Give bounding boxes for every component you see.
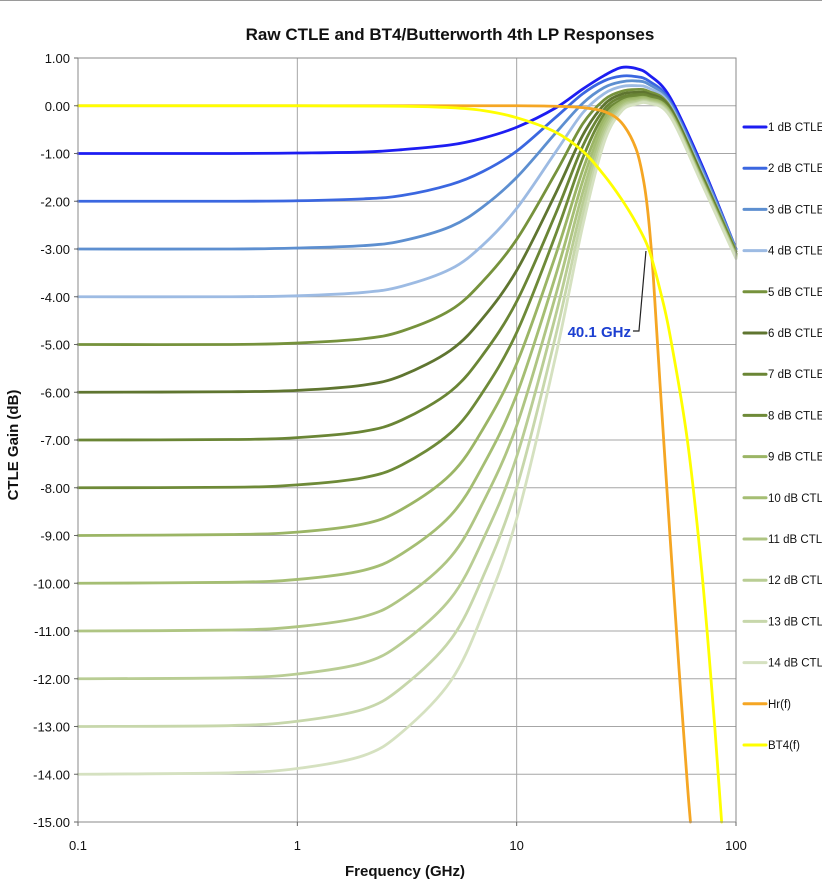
legend-label-7-db-ctle[interactable]: 7 dB CTLE bbox=[768, 369, 822, 381]
y-tick-label: -14.00 bbox=[33, 767, 70, 782]
legend-layer[interactable]: 1 dB CTLE 2 dB CTLE 3 dB CTLE 4 dB CTLE 5 dB… bbox=[742, 122, 822, 752]
y-tick-label: -11.00 bbox=[34, 624, 70, 639]
series-line-6-db-ctle bbox=[76, 90, 738, 394]
legend-label-13-db-ctle[interactable]: 13 dB CTLE bbox=[768, 616, 822, 628]
legend-label-9-db-ctle[interactable]: 9 dB CTLE bbox=[768, 452, 822, 464]
legend-label-5-db-ctle[interactable]: 5 dB CTLE bbox=[768, 287, 822, 299]
legend-label-4-db-ctle[interactable]: 4 dB CTLE bbox=[768, 246, 822, 258]
y-tick-label: -9.00 bbox=[40, 529, 70, 544]
y-tick-label: -15.00 bbox=[33, 815, 70, 830]
y-tick-label: -7.00 bbox=[40, 433, 70, 448]
legend-label-2-db-ctle[interactable]: 2 dB CTLE bbox=[768, 163, 822, 175]
y-tick-label: -8.00 bbox=[40, 481, 70, 496]
series-line-3-db-ctle bbox=[76, 79, 738, 251]
legend-label-1-db-ctle[interactable]: 1 dB CTLE bbox=[768, 122, 822, 134]
y-tick-label: -5.00 bbox=[40, 338, 70, 353]
y-tick-label: -3.00 bbox=[40, 242, 70, 257]
y-tick-label: -4.00 bbox=[40, 290, 70, 305]
annotation-layer: 40.1 GHz bbox=[568, 250, 647, 341]
axis-layer: 1.00 0.00 -1.00 -2.00 -3.00 -4.00 -5.00 -6.00 -7… bbox=[33, 51, 747, 853]
chart-title: Raw CTLE and BT4/Butterworth 4th LP Resp… bbox=[246, 25, 655, 44]
y-tick-label: -1.00 bbox=[40, 147, 70, 162]
y-tick-label: -12.00 bbox=[33, 672, 70, 687]
y-tick-label: -13.00 bbox=[33, 720, 70, 735]
y-tick-label: 1.00 bbox=[45, 51, 70, 66]
series-line-5-db-ctle bbox=[76, 87, 738, 347]
legend-label-11-db-ctle[interactable]: 11 dB CTLE bbox=[768, 534, 822, 546]
x-tick-label: 100 bbox=[725, 838, 747, 853]
y-tick-label: -10.00 bbox=[33, 576, 70, 591]
legend-label-10-db-ctle[interactable]: 10 dB CTLE bbox=[768, 493, 822, 505]
series-line-14-db-ctle bbox=[76, 101, 738, 776]
x-tick-label: 10 bbox=[509, 838, 523, 853]
frequency-annotation-label: 40.1 GHz bbox=[568, 324, 631, 341]
series-layer bbox=[76, 65, 738, 824]
chart-frame-top bbox=[0, 0, 822, 1]
y-tick-label: 0.00 bbox=[45, 99, 70, 114]
annotation-leader-line bbox=[632, 250, 647, 332]
legend-label-hr-f[interactable]: Hr(f) bbox=[768, 699, 791, 711]
y-tick-label: -6.00 bbox=[40, 385, 70, 400]
y-tick-label: -2.00 bbox=[40, 194, 70, 209]
series-line-4-db-ctle bbox=[76, 84, 738, 299]
x-tick-label: 1 bbox=[294, 838, 301, 853]
legend-label-12-db-ctle[interactable]: 12 dB CTLE bbox=[768, 575, 822, 587]
legend-label-14-db-ctle[interactable]: 14 dB CTLE bbox=[768, 658, 822, 670]
x-tick-label: 0.1 bbox=[69, 838, 87, 853]
legend-label-6-db-ctle[interactable]: 6 dB CTLE bbox=[768, 328, 822, 340]
y-axis-label: CTLE Gain (dB) bbox=[5, 390, 22, 501]
legend-label-bt4-f[interactable]: BT4(f) bbox=[768, 740, 800, 752]
series-line-hr-f bbox=[76, 104, 692, 824]
legend-label-8-db-ctle[interactable]: 8 dB CTLE bbox=[768, 410, 822, 422]
legend-label-3-db-ctle[interactable]: 3 dB CTLE bbox=[768, 204, 822, 216]
x-axis-label: Frequency (GHz) bbox=[345, 863, 465, 880]
series-line-2-db-ctle bbox=[76, 74, 738, 251]
series-line-1-db-ctle bbox=[76, 65, 738, 251]
series-line-bt4-f bbox=[76, 104, 724, 824]
